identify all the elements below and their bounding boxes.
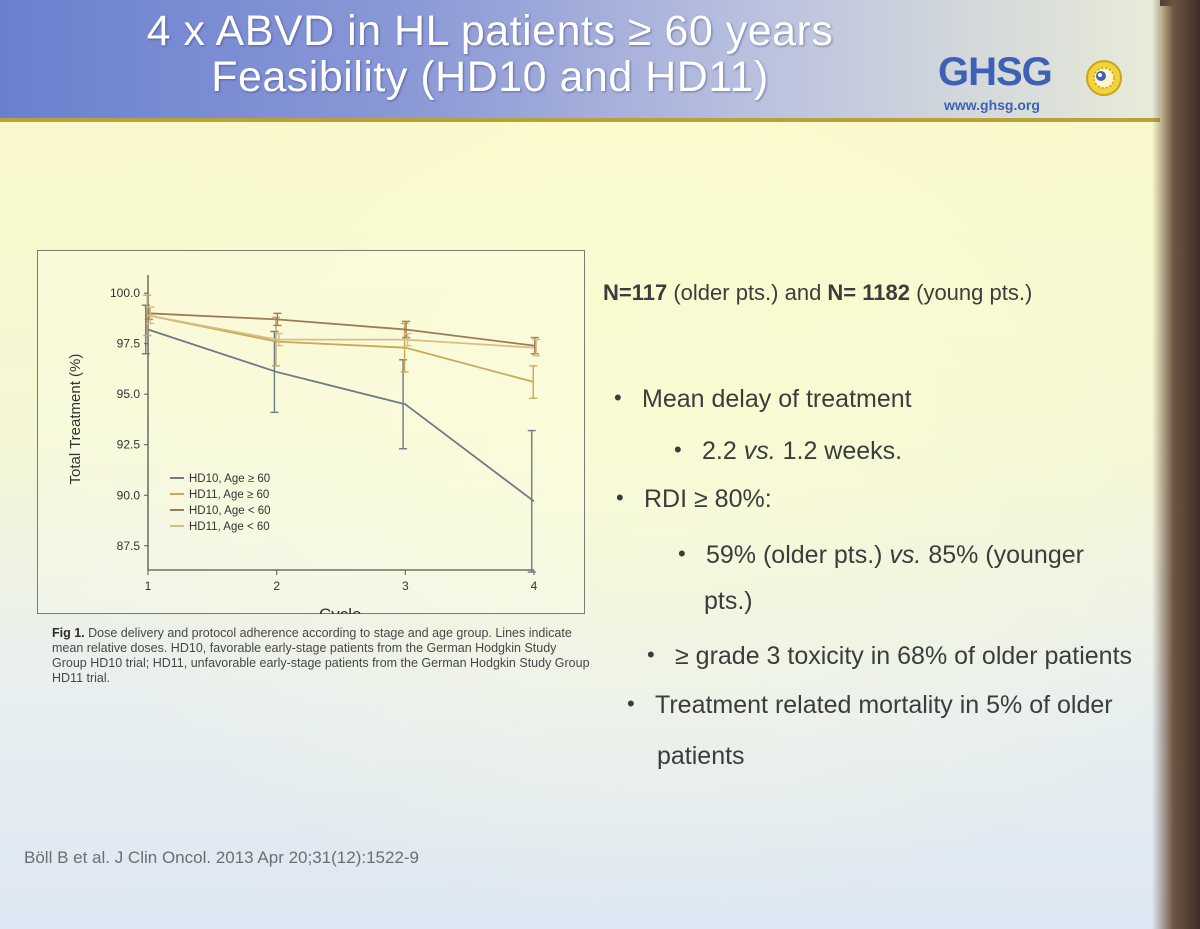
bullet-mortality: • Treatment related mortality in 5% of o… bbox=[627, 690, 1113, 720]
sub-rdi-vs: vs. bbox=[889, 541, 922, 569]
y-tick-label: 97.5 bbox=[117, 337, 141, 351]
n-young-text: (young pts.) bbox=[910, 280, 1033, 305]
logo-url: www.ghsg.org bbox=[944, 97, 1040, 113]
bullet-mortality-cont: patients bbox=[657, 741, 745, 771]
x-tick-label: 4 bbox=[531, 579, 538, 593]
y-tick-label: 95.0 bbox=[117, 387, 141, 401]
y-axis-label: Total Treatment (%) bbox=[67, 354, 84, 485]
bullet-dot: • bbox=[616, 485, 624, 510]
bullet-dot: • bbox=[678, 541, 686, 566]
x-tick-label: 1 bbox=[145, 579, 152, 593]
sub-bullet-delay: • 2.2 vs. 1.2 weeks. bbox=[674, 436, 903, 466]
sub-rdi-b: 85% (younger bbox=[921, 541, 1084, 569]
bullet-toxicity: • ≥ grade 3 toxicity in 68% of older pat… bbox=[647, 641, 1133, 671]
bullet-mortality-text: Treatment related mortality in 5% of old… bbox=[655, 691, 1113, 719]
chart-series bbox=[141, 294, 541, 573]
n-older-label: N=117 bbox=[603, 280, 668, 305]
caption-text: Dose delivery and protocol adherence acc… bbox=[52, 626, 590, 685]
sub-delay-rest: 1.2 weeks. bbox=[775, 437, 903, 465]
sub-bullet-rdi: • 59% (older pts.) vs. 85% (younger bbox=[678, 540, 1084, 570]
figure-frame bbox=[37, 250, 585, 614]
logo-emblem-icon bbox=[1086, 60, 1122, 96]
legend-label: HD10, Age < 60 bbox=[189, 505, 271, 517]
bullet-dot: • bbox=[647, 642, 655, 667]
logo-text: GHSG bbox=[938, 50, 1053, 94]
sub-delay-vs: vs. bbox=[743, 437, 776, 465]
sub-rdi-a: 59% (older pts.) bbox=[706, 541, 890, 569]
series-line bbox=[147, 314, 535, 383]
legend-label: HD10, Age ≥ 60 bbox=[189, 473, 270, 485]
x-tick-label: 3 bbox=[402, 579, 409, 593]
y-tick-label: 87.5 bbox=[117, 539, 141, 553]
citation: Böll B et al. J Clin Oncol. 2013 Apr 20;… bbox=[24, 848, 420, 867]
sub-bullet-rdi-cont: pts.) bbox=[704, 586, 753, 616]
sub-delay-value: 2.2 bbox=[702, 437, 744, 465]
ghsg-logo: GHSG www.ghsg.org bbox=[938, 50, 1128, 120]
title-line-1: 4 x ABVD in HL patients ≥ 60 years bbox=[146, 7, 834, 55]
series-line bbox=[147, 312, 535, 347]
slide-title: 4 x ABVD in HL patients ≥ 60 years Feasi… bbox=[90, 8, 890, 100]
dose-delivery-chart: 87.5 90.0 92.5 95.0 97.5 100.0 1 2 3 4 HD10, Age … bbox=[67, 275, 541, 614]
bullet-toxicity-text: ≥ grade 3 toxicity in 68% of older patie… bbox=[675, 642, 1133, 670]
legend-label: HD11, Age ≥ 60 bbox=[189, 489, 269, 501]
n-older-text: (older pts.) and bbox=[667, 280, 828, 305]
bullet-rdi-text: RDI ≥ 80%: bbox=[644, 485, 772, 513]
x-tick-label: 2 bbox=[273, 579, 280, 593]
caption-label: Fig 1. bbox=[52, 626, 85, 640]
bullet-rdi: • RDI ≥ 80%: bbox=[616, 484, 772, 514]
title-band: 4 x ABVD in HL patients ≥ 60 years Feasi… bbox=[0, 0, 1160, 122]
x-axis-label: Cycle bbox=[319, 605, 362, 614]
bullet-mortality-text-2: patients bbox=[657, 742, 745, 770]
bullet-dot: • bbox=[614, 385, 622, 410]
n-young-label: N= 1182 bbox=[827, 280, 910, 305]
y-tick-label: 92.5 bbox=[117, 438, 141, 452]
y-tick-label: 90.0 bbox=[117, 488, 141, 502]
y-tick-label: 100.0 bbox=[110, 286, 140, 300]
series-line bbox=[147, 314, 535, 349]
legend-label: HD11, Age < 60 bbox=[189, 521, 270, 533]
screen-right-edge bbox=[1152, 0, 1200, 929]
bullet-delay: • Mean delay of treatment bbox=[614, 384, 912, 414]
chart-axes: 87.5 90.0 92.5 95.0 97.5 100.0 1 2 3 4 bbox=[110, 275, 538, 593]
chart-legend: HD10, Age ≥ 60 HD11, Age ≥ 60 HD10, Age < … bbox=[170, 473, 271, 533]
figure-caption: Fig 1. Dose delivery and protocol adhere… bbox=[52, 626, 592, 686]
sub-rdi-c: pts.) bbox=[704, 587, 753, 615]
bullet-delay-text: Mean delay of treatment bbox=[642, 385, 912, 413]
bullet-dot: • bbox=[627, 691, 635, 716]
sample-size-line: N=117 (older pts.) and N= 1182 (young pt… bbox=[603, 280, 1032, 306]
bullet-dot: • bbox=[674, 437, 682, 462]
title-line-2: Feasibility (HD10 and HD11) bbox=[211, 53, 769, 101]
series-line bbox=[147, 328, 535, 503]
